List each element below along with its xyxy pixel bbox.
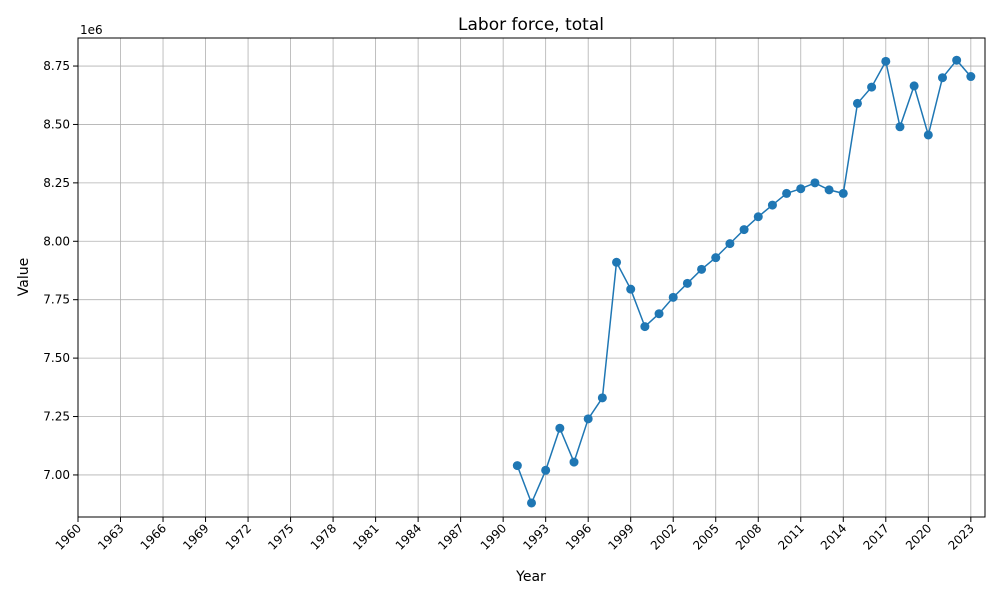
data-point: [867, 82, 877, 92]
data-point: [654, 309, 664, 319]
x-tick-label: 2017: [860, 521, 891, 552]
y-tick-label: 8.25: [43, 176, 70, 190]
x-tick-label: 2014: [818, 521, 849, 552]
y-offset-label: 1e6: [80, 23, 103, 37]
data-point: [753, 212, 763, 222]
data-point: [966, 72, 976, 82]
data-point: [937, 73, 947, 83]
data-point: [640, 322, 650, 332]
data-point: [555, 423, 565, 433]
x-tick-label: 1996: [563, 521, 594, 552]
data-point: [767, 200, 777, 210]
x-tick-label: 1966: [138, 521, 169, 552]
data-point: [923, 130, 933, 140]
x-tick-label: 1975: [265, 521, 296, 552]
series-group: [512, 55, 976, 508]
data-point: [796, 184, 806, 194]
x-tick-label: 1984: [393, 521, 424, 552]
plot-frame: [77, 37, 986, 518]
y-tick-label: 7.75: [43, 293, 70, 307]
data-point: [512, 461, 522, 471]
x-tick-label: 2005: [690, 521, 721, 552]
data-point: [952, 55, 962, 65]
data-point: [612, 257, 622, 267]
data-point: [597, 393, 607, 403]
data-point: [838, 188, 848, 198]
data-point: [682, 278, 692, 288]
y-tick-label: 8.75: [43, 59, 70, 73]
data-point: [852, 98, 862, 108]
x-tick-label: 2023: [945, 521, 976, 552]
x-tick-label: 2008: [733, 521, 764, 552]
data-point: [909, 81, 919, 91]
data-point: [782, 188, 792, 198]
data-point: [541, 465, 551, 475]
x-tick-label: 1978: [308, 521, 339, 552]
x-tick-label: 1999: [605, 521, 636, 552]
data-point: [697, 264, 707, 274]
y-axis-label: Value: [16, 258, 32, 296]
chart-title: Labor force, total: [458, 15, 604, 35]
data-point: [739, 225, 749, 235]
data-point: [583, 414, 593, 424]
x-tick-label: 1981: [350, 521, 381, 552]
y-tick-label: 7.50: [43, 351, 70, 365]
data-point: [725, 239, 735, 249]
x-tick-label: 1990: [478, 521, 509, 552]
y-tick-label: 8.50: [43, 117, 70, 131]
data-point: [527, 498, 536, 508]
x-tick-label: 1960: [53, 521, 84, 552]
x-axis-ticks: 1960 1963 1966 1969 1972 1975 1978 1981 1984 1987…: [53, 517, 977, 553]
data-point: [881, 56, 891, 66]
x-tick-label: 1987: [435, 521, 466, 552]
x-tick-label: 2020: [903, 521, 934, 552]
grid: [77, 38, 985, 517]
x-tick-label: 2011: [775, 521, 806, 552]
data-point: [711, 253, 721, 263]
x-tick-label: 1969: [180, 521, 211, 552]
x-tick-label: 1963: [95, 521, 126, 552]
data-point: [626, 284, 636, 294]
data-point: [824, 185, 834, 195]
x-tick-label: 1993: [520, 521, 551, 552]
y-tick-label: 8.00: [43, 234, 70, 248]
data-point: [668, 292, 678, 302]
x-axis-label: Year: [515, 569, 546, 585]
y-axis-ticks: 7.00 7.25 7.50 7.75 8.00 8.25 8.50 8.75: [43, 59, 78, 482]
x-tick-label: 2002: [648, 521, 679, 552]
data-point: [569, 457, 579, 467]
data-point: [810, 178, 820, 188]
x-tick-label: 1972: [223, 521, 254, 552]
y-tick-label: 7.00: [43, 468, 70, 482]
y-tick-label: 7.25: [43, 410, 70, 424]
data-point: [895, 122, 905, 132]
